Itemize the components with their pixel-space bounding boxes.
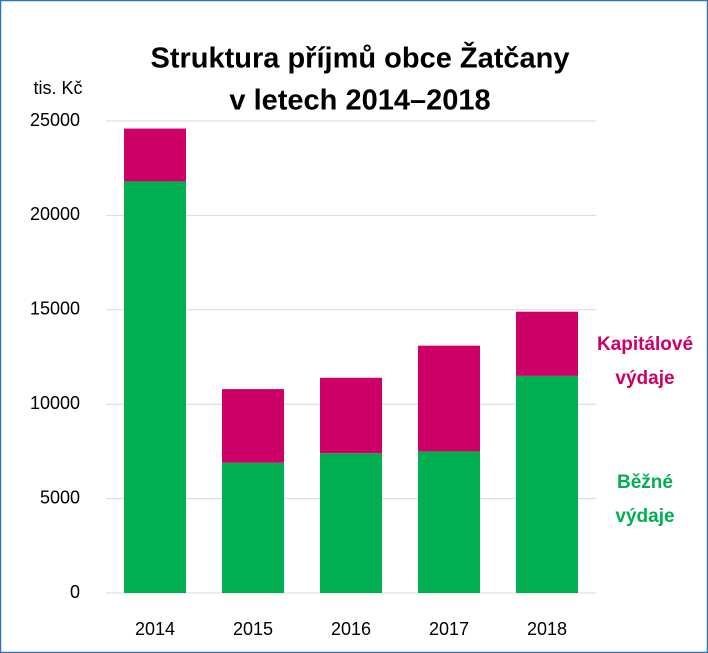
chart-title: Struktura příjmů obce Žatčany (151, 41, 570, 75)
y-axis-label: tis. Kč (33, 78, 82, 98)
y-tick-label: 20000 (30, 204, 80, 224)
legend-label: Kapitálové výdaje (597, 334, 693, 389)
bar-segment (516, 375, 578, 593)
bar-segment (222, 462, 284, 593)
x-tick-label: 2014 (135, 619, 175, 639)
bar-segment (222, 389, 284, 463)
x-tick-label: 2017 (429, 619, 469, 639)
bar-segment (516, 311, 578, 376)
y-tick-label: 5000 (40, 487, 80, 507)
bar-segment (124, 128, 186, 182)
x-tick-label: 2015 (233, 619, 273, 639)
bar-segment (320, 377, 382, 454)
x-tick-label: 2018 (527, 619, 567, 639)
bar-segment (418, 345, 480, 452)
y-tick-label: 10000 (30, 393, 80, 413)
chart-title: v letech 2014–2018 (229, 85, 490, 117)
y-tick-label: 15000 (30, 299, 80, 319)
x-tick-label: 2016 (331, 619, 371, 639)
legend-label: Běžné výdaje (615, 472, 674, 527)
bar-segment (124, 181, 186, 593)
y-tick-label: 25000 (30, 110, 80, 130)
y-tick-label: 0 (70, 582, 80, 602)
bar-segment (320, 453, 382, 593)
bar-segment (418, 451, 480, 593)
